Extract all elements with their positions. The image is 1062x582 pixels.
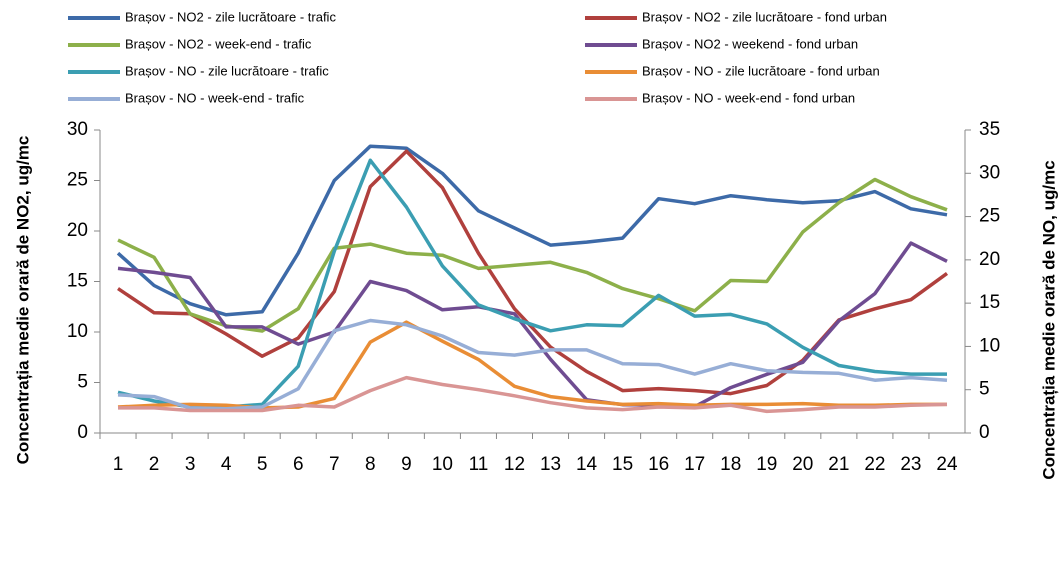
legend-label: Brașov - NO - week-end - trafic xyxy=(125,90,305,105)
x-tick-label: 14 xyxy=(576,454,598,475)
series-line xyxy=(117,318,948,411)
legend-label: Brașov - NO2 - weekend - fond urban xyxy=(642,36,858,51)
x-tick-label: 9 xyxy=(401,454,412,475)
x-tick-label: 3 xyxy=(185,454,196,475)
y2-tick-label: 35 xyxy=(979,119,1000,140)
x-tick-label: 18 xyxy=(720,454,741,475)
y-tick-label: 30 xyxy=(67,119,88,140)
x-tick-label: 8 xyxy=(365,454,376,475)
y2-tick-label: 5 xyxy=(979,379,990,400)
x-tick-label: 2 xyxy=(149,454,160,475)
x-tick-label: 19 xyxy=(756,454,777,475)
y-tick-label: 20 xyxy=(67,220,88,241)
y2-tick-label: 10 xyxy=(979,335,1000,356)
y2-axis-title: Concentrația medie orară de NO, ug/mc xyxy=(1039,160,1058,479)
y2-tick-label: 25 xyxy=(979,206,1000,227)
legend-label: Brașov - NO - zile lucrătoare - fond urb… xyxy=(642,63,880,78)
legend-label: Brașov - NO2 - week-end - trafic xyxy=(125,36,312,51)
x-tick-label: 5 xyxy=(257,454,268,475)
y-axis-title: Concentrația medie orară de NO2, ug/mc xyxy=(13,136,32,465)
y-tick-label: 10 xyxy=(67,321,88,342)
x-tick-label: 1 xyxy=(113,454,124,475)
x-tick-label: 12 xyxy=(504,454,525,475)
x-tick-label: 24 xyxy=(936,454,958,475)
y2-tick-label: 30 xyxy=(979,162,1000,183)
y2-tick-label: 20 xyxy=(979,249,1000,270)
x-tick-label: 13 xyxy=(540,454,561,475)
y2-tick-label: 15 xyxy=(979,292,1000,313)
legend-label: Brașov - NO2 - zile lucrătoare - trafic xyxy=(125,9,336,24)
series-line xyxy=(117,158,947,409)
x-tick-label: 20 xyxy=(792,454,813,475)
y-tick-label: 0 xyxy=(77,422,88,443)
legend-label: Brașov - NO2 - zile lucrătoare - fond ur… xyxy=(642,9,887,24)
x-tick-label: 7 xyxy=(329,454,340,475)
series-line xyxy=(117,241,948,409)
x-tick-label: 17 xyxy=(684,454,705,475)
x-tick-label: 15 xyxy=(612,454,633,475)
x-tick-label: 11 xyxy=(469,454,489,475)
legend-label: Brașov - NO - zile lucrătoare - trafic xyxy=(125,63,329,78)
x-tick-label: 21 xyxy=(828,454,849,475)
x-tick-label: 4 xyxy=(221,454,232,475)
series-line xyxy=(116,144,948,317)
y-tick-label: 5 xyxy=(77,372,88,393)
x-tick-label: 22 xyxy=(864,454,885,475)
x-tick-label: 10 xyxy=(432,454,453,475)
x-tick-label: 23 xyxy=(900,454,921,475)
y2-tick-label: 0 xyxy=(979,422,990,443)
y-tick-label: 15 xyxy=(67,271,88,292)
x-tick-label: 6 xyxy=(293,454,304,475)
legend-label: Brașov - NO - week-end - fond urban xyxy=(642,90,855,105)
series-line xyxy=(117,177,948,333)
y-tick-label: 25 xyxy=(67,170,88,191)
series-line xyxy=(118,375,948,414)
x-tick-label: 16 xyxy=(648,454,669,475)
